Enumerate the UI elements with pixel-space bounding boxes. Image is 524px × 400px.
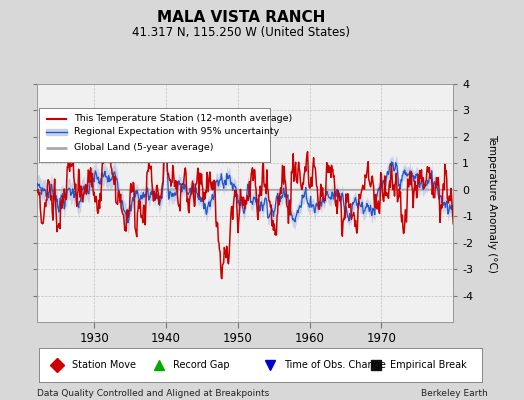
Text: This Temperature Station (12-month average): This Temperature Station (12-month avera… (74, 114, 292, 123)
Y-axis label: Temperature Anomaly (°C): Temperature Anomaly (°C) (487, 134, 497, 272)
Text: Time of Obs. Change: Time of Obs. Change (284, 360, 386, 370)
Text: Regional Expectation with 95% uncertainty: Regional Expectation with 95% uncertaint… (74, 127, 279, 136)
Text: MALA VISTA RANCH: MALA VISTA RANCH (157, 10, 325, 25)
Text: Berkeley Earth: Berkeley Earth (421, 389, 487, 398)
Text: Record Gap: Record Gap (173, 360, 230, 370)
Text: 41.317 N, 115.250 W (United States): 41.317 N, 115.250 W (United States) (132, 26, 350, 39)
Text: Data Quality Controlled and Aligned at Breakpoints: Data Quality Controlled and Aligned at B… (37, 389, 269, 398)
Text: Global Land (5-year average): Global Land (5-year average) (74, 144, 213, 152)
Text: Station Move: Station Move (72, 360, 136, 370)
Text: Empirical Break: Empirical Break (390, 360, 467, 370)
